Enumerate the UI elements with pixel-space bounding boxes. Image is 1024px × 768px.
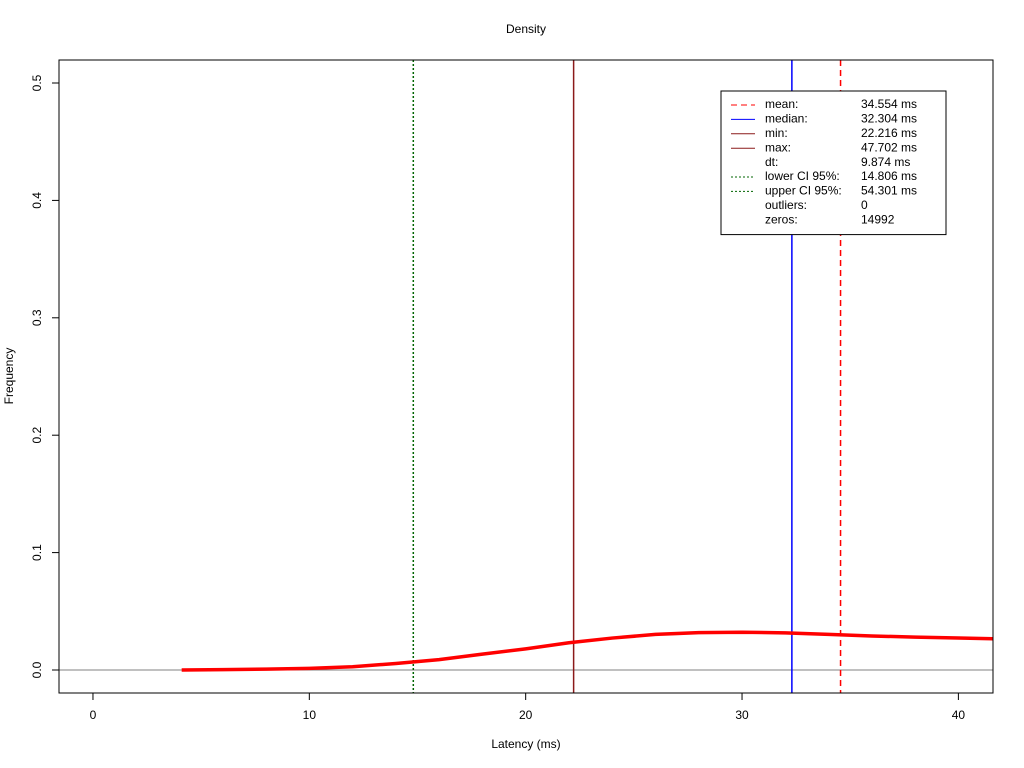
y-tick-label: 0.2 [30, 427, 44, 444]
legend-value: 0 [861, 198, 868, 212]
chart-title: Density [506, 22, 546, 36]
legend-label: zeros: [765, 212, 798, 226]
legend-label: upper CI 95%: [765, 184, 842, 198]
legend-value: 22.216 ms [861, 126, 917, 140]
legend-box [720, 90, 947, 236]
x-tick-label: 20 [519, 708, 533, 722]
legend: mean: 34.554 ms median: 32.304 ms min: 22.216… [720, 90, 947, 236]
legend-value: 47.702 ms [861, 140, 917, 154]
legend-value: 9.874 ms [861, 155, 910, 169]
legend-value: 14992 [861, 212, 895, 226]
y-tick-label: 0.1 [30, 544, 44, 561]
legend-value: 34.554 ms [861, 97, 917, 111]
x-tick-label: 40 [952, 708, 966, 722]
y-axis-label: Frequency [2, 348, 16, 405]
y-tick-label: 0.5 [30, 74, 44, 91]
x-tick-label: 10 [303, 708, 317, 722]
legend-label: max: [765, 140, 791, 154]
legend-label: outliers: [765, 198, 807, 212]
legend-value: 54.301 ms [861, 184, 917, 198]
legend-value: 14.806 ms [861, 169, 917, 183]
legend-label: min: [765, 126, 788, 140]
legend-label: dt: [765, 155, 778, 169]
legend-label: mean: [765, 97, 798, 111]
x-axis-label: Latency (ms) [491, 737, 560, 751]
density-curve [181, 630, 993, 672]
legend-value: 32.304 ms [861, 112, 917, 126]
legend-label: median: [765, 112, 808, 126]
x-tick-label: 30 [735, 708, 749, 722]
y-tick-label: 0.0 [30, 661, 44, 678]
x-tick-label: 0 [90, 708, 97, 722]
y-tick-label: 0.3 [30, 309, 44, 326]
legend-label: lower CI 95%: [765, 169, 840, 183]
y-tick-label: 0.4 [30, 192, 44, 209]
